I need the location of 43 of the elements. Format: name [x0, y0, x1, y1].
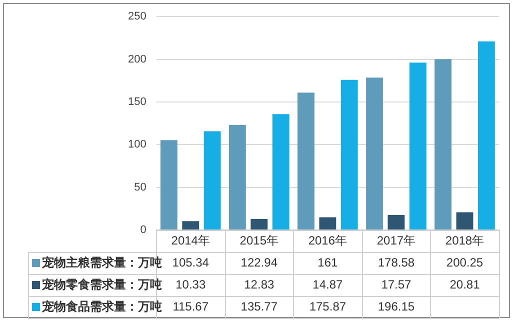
y-tick-label: 200	[128, 53, 146, 66]
bar	[228, 125, 246, 230]
bar	[340, 80, 358, 230]
y-tick-label: 50	[134, 181, 146, 194]
data-label: 161	[318, 255, 338, 270]
bar	[204, 131, 221, 230]
bar	[409, 62, 426, 230]
data-label: 14.87	[312, 277, 344, 292]
bar	[478, 41, 495, 230]
data-label: 175.87	[309, 299, 346, 314]
y-tick-label: 150	[128, 96, 146, 108]
x-tick-label: 2016年	[308, 233, 348, 248]
bar	[434, 59, 452, 230]
x-tick-label: 2018年	[445, 233, 484, 248]
y-tick-label: 250	[128, 10, 146, 23]
data-label: 20.81	[450, 277, 480, 292]
legend-label: 宠物主粮需求量：万吨	[41, 255, 162, 270]
data-label: 135.77	[240, 299, 278, 314]
data-label: 200.25	[446, 255, 484, 270]
data-label: 12.83	[244, 277, 274, 292]
legend-label: 宠物零食需求量：万吨	[41, 277, 162, 292]
bar	[366, 78, 383, 230]
bar	[250, 219, 268, 230]
bar	[319, 217, 336, 230]
data-label: 115.67	[172, 299, 209, 314]
data-label: 196.15	[378, 299, 415, 314]
bar	[298, 92, 314, 230]
legend-label: 宠物食品需求量：万吨	[41, 299, 162, 314]
data-label: 105.34	[172, 255, 210, 270]
bar	[272, 114, 290, 230]
bar	[456, 212, 474, 230]
y-tick-label: 100	[128, 138, 146, 151]
data-label: 122.94	[240, 255, 278, 270]
y-tick-label: 0	[140, 224, 146, 236]
data-label: 178.58	[378, 255, 415, 270]
x-tick-label: 2017年	[376, 233, 416, 248]
data-label: 17.57	[381, 277, 412, 292]
bar	[388, 215, 405, 230]
data-label: 10.33	[176, 277, 206, 292]
bar	[160, 140, 178, 230]
x-tick-label: 2015年	[240, 233, 278, 248]
bar	[182, 221, 200, 230]
x-tick-label: 2014年	[171, 233, 210, 248]
